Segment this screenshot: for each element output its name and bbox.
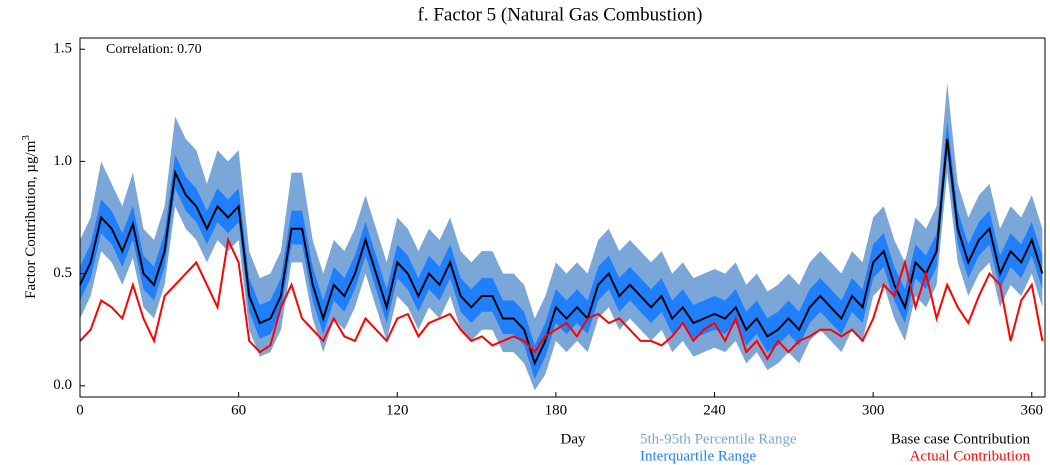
x-axis-label: Day	[561, 431, 586, 447]
x-tick-label: 0	[76, 402, 84, 418]
x-tick-label: 240	[703, 402, 726, 418]
y-axis-label: Factor Contribution, µg/m3	[20, 135, 40, 299]
y-tick-label: 0.5	[53, 265, 72, 281]
y-axis-label-superscript: 3	[20, 135, 32, 141]
legend-label: Actual Contribution	[910, 448, 1031, 464]
annotation: Correlation: 0.70	[106, 42, 202, 57]
y-tick-label: 1.0	[53, 153, 72, 169]
x-tick-label: 360	[1021, 402, 1044, 418]
x-tick-label: 120	[386, 402, 409, 418]
x-tick-label: 60	[231, 402, 246, 418]
legend-label: 5th-95th Percentile Range	[640, 431, 797, 447]
legend-label: Base case Contribution	[891, 431, 1031, 447]
line	[79, 138, 1044, 367]
y-tick-label: 1.5	[53, 41, 72, 57]
y-axis-label-text: Factor Contribution, µg/m	[23, 140, 39, 299]
chart-title: f. Factor 5 (Natural Gas Combustion)	[418, 4, 703, 25]
plot-frame	[79, 37, 1046, 398]
x-tick-label: 300	[862, 402, 885, 418]
line	[79, 236, 1044, 361]
x-tick-label: 180	[545, 402, 568, 418]
legend-label: Interquartile Range	[640, 448, 757, 464]
y-tick-label: 0.0	[53, 377, 72, 393]
band-area	[80, 121, 1043, 380]
band-area	[80, 82, 1043, 391]
